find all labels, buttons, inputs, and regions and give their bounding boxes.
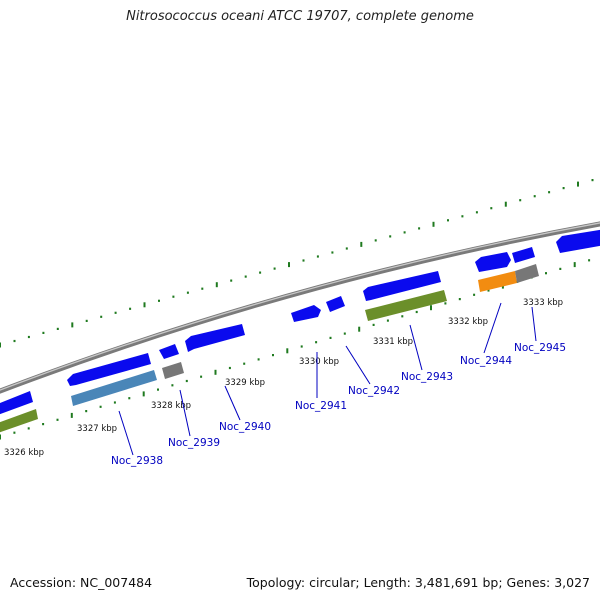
genome-summary: Topology: circular; Length: 3,481,691 bp… (246, 575, 590, 590)
cds-arrow[interactable] (159, 344, 179, 359)
gene-label[interactable]: Noc_2940 (219, 421, 271, 433)
cds-arrow[interactable] (291, 305, 321, 322)
gene-label[interactable]: Noc_2938 (111, 455, 163, 467)
leader-line (179, 389, 191, 437)
cds-arrow[interactable] (512, 247, 535, 263)
gene-label[interactable]: Noc_2941 (295, 400, 347, 412)
rna-feature[interactable] (71, 370, 157, 406)
gene-label[interactable]: Noc_2943 (401, 371, 453, 383)
cds-arrow[interactable] (326, 296, 345, 312)
gene-label[interactable]: Noc_2944 (460, 355, 512, 367)
leader-line (483, 302, 502, 354)
scale-label: 3326 kbp (4, 448, 44, 458)
gene-label[interactable]: Noc_2945 (514, 342, 566, 354)
grey-feature[interactable] (162, 362, 184, 379)
cds-arrow[interactable] (363, 271, 441, 301)
grey-feature[interactable] (515, 264, 539, 283)
scale-label: 3331 kbp (373, 337, 413, 347)
scale-label: 3332 kbp (448, 317, 488, 327)
accession-text: Accession: NC_007484 (10, 575, 153, 590)
gene-label[interactable]: Noc_2939 (168, 437, 220, 449)
rna-feature[interactable] (365, 290, 447, 321)
genome-backbone (0, 221, 600, 394)
cds-arrow[interactable] (475, 252, 511, 272)
leader-line (531, 306, 537, 342)
cds-arrow[interactable] (185, 324, 245, 352)
scale-label: 3333 kbp (523, 298, 563, 308)
rna-feature[interactable] (0, 409, 38, 434)
scale-label: 3330 kbp (299, 357, 339, 367)
cds-arrow[interactable] (0, 391, 33, 416)
outer-tick-row (0, 179, 594, 348)
scale-label: 3329 kbp (225, 378, 265, 388)
cds-arrow[interactable] (67, 353, 151, 386)
map-title: Nitrosococcus oceani ATCC 19707, complet… (126, 9, 474, 24)
scale-label: 3328 kbp (151, 401, 191, 411)
cds-arrow[interactable] (556, 229, 600, 253)
leader-line (409, 324, 423, 371)
gene-features (0, 229, 600, 434)
scale-label: 3327 kbp (77, 424, 117, 434)
leader-line (224, 385, 241, 421)
orange-feature[interactable] (478, 271, 517, 292)
leader-line (345, 345, 371, 385)
leader-line (118, 410, 134, 456)
genome-backbone-highlight (0, 222, 600, 391)
gene-label[interactable]: Noc_2942 (348, 385, 400, 397)
